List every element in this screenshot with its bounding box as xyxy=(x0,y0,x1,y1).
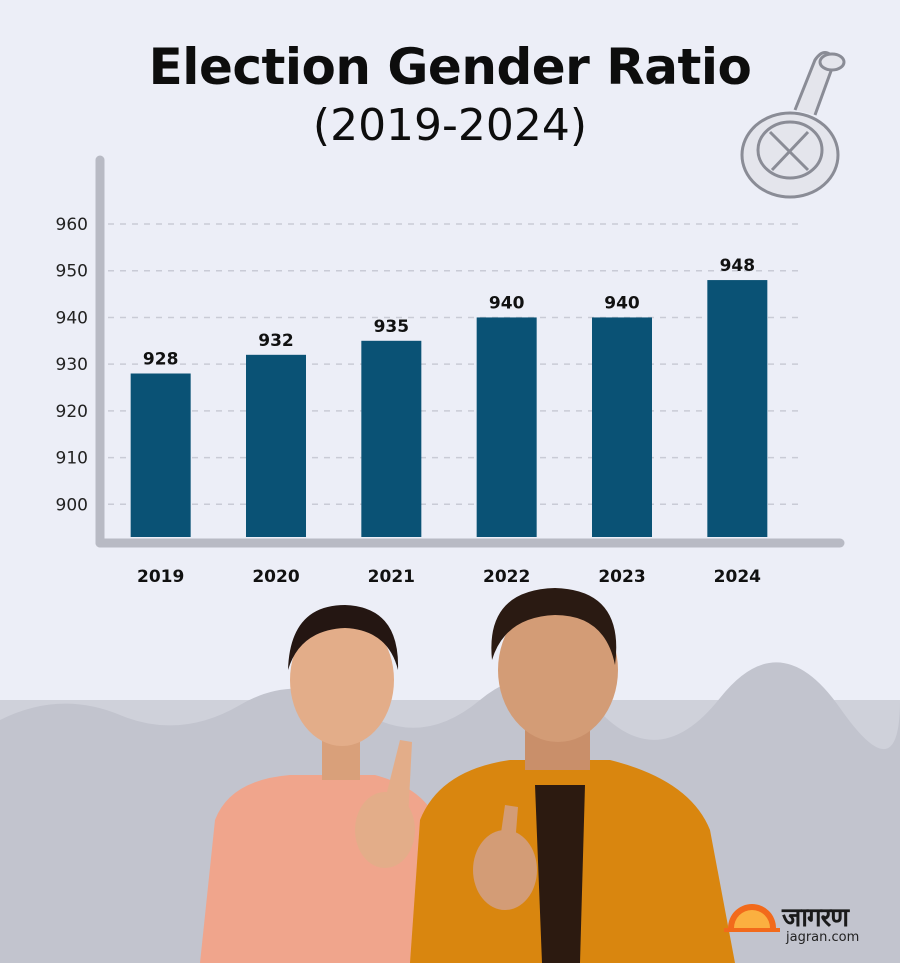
value-label-2024: 948 xyxy=(720,256,756,276)
bar-2023 xyxy=(592,317,652,537)
x-tick-label-2020: 2020 xyxy=(252,567,299,587)
bar-2022 xyxy=(476,317,537,537)
y-tick-label-960: 960 xyxy=(56,215,88,235)
value-label-2020: 932 xyxy=(258,331,294,351)
y-tick-label-900: 900 xyxy=(56,495,88,515)
value-label-2023: 940 xyxy=(604,293,640,313)
y-tick-label-940: 940 xyxy=(56,308,88,328)
x-tick-label-2024: 2024 xyxy=(714,567,761,587)
bar-2024 xyxy=(707,280,768,537)
jagran-logo: जागरण jagran.com xyxy=(724,900,884,950)
value-label-2019: 928 xyxy=(143,350,179,370)
y-tick-label-950: 950 xyxy=(56,262,88,282)
bar-2021 xyxy=(361,340,422,537)
x-tick-label-2021: 2021 xyxy=(368,567,415,587)
value-label-2022: 940 xyxy=(489,293,525,313)
logo-website: jagran.com xyxy=(786,930,860,945)
y-tick-label-930: 930 xyxy=(56,355,88,375)
y-tick-label-920: 920 xyxy=(56,402,88,422)
y-tick-label-910: 910 xyxy=(56,449,88,469)
logo-wordmark: जागरण xyxy=(782,903,849,933)
x-tick-label-2022: 2022 xyxy=(483,567,530,587)
x-tick-label-2019: 2019 xyxy=(137,567,184,587)
chart-subtitle: (2019-2024) xyxy=(312,100,588,151)
x-tick-label-2023: 2023 xyxy=(598,567,645,587)
man-voter-illustration xyxy=(410,588,735,963)
bar-2019 xyxy=(130,373,191,537)
woman-voter-illustration xyxy=(200,605,445,963)
ballot-stamp-illustration xyxy=(740,51,846,199)
chart-title: Election Gender Ratio xyxy=(148,38,752,96)
value-label-2021: 935 xyxy=(374,317,410,337)
logo-sun-icon xyxy=(724,904,780,932)
bar-2020 xyxy=(246,354,306,537)
